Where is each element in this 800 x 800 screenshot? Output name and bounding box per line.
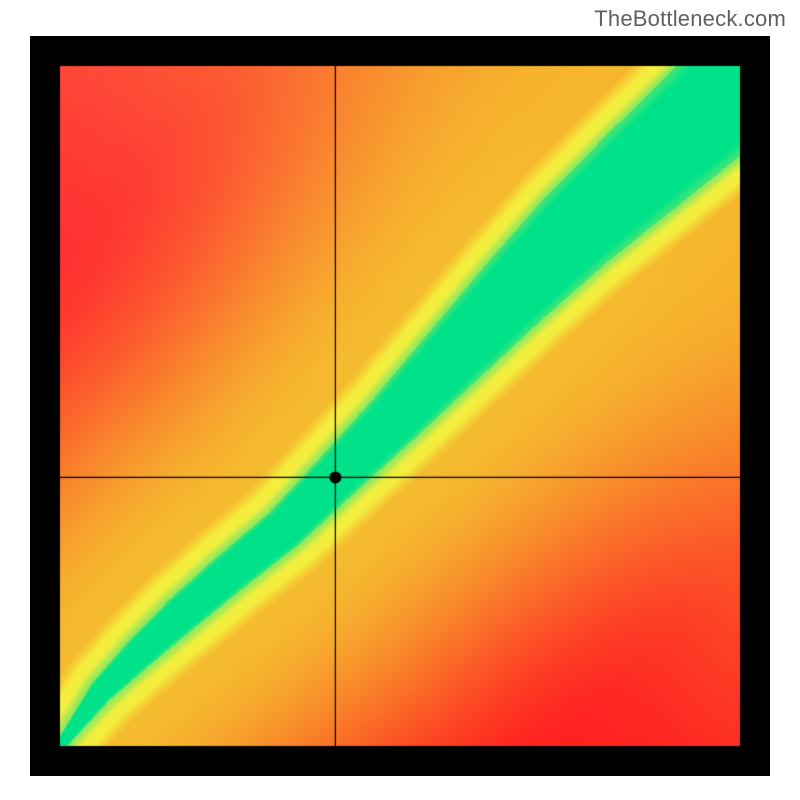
chart-frame xyxy=(30,36,770,776)
attribution-text: TheBottleneck.com xyxy=(594,6,786,32)
chart-container: TheBottleneck.com xyxy=(0,0,800,800)
heatmap-canvas xyxy=(30,36,770,776)
